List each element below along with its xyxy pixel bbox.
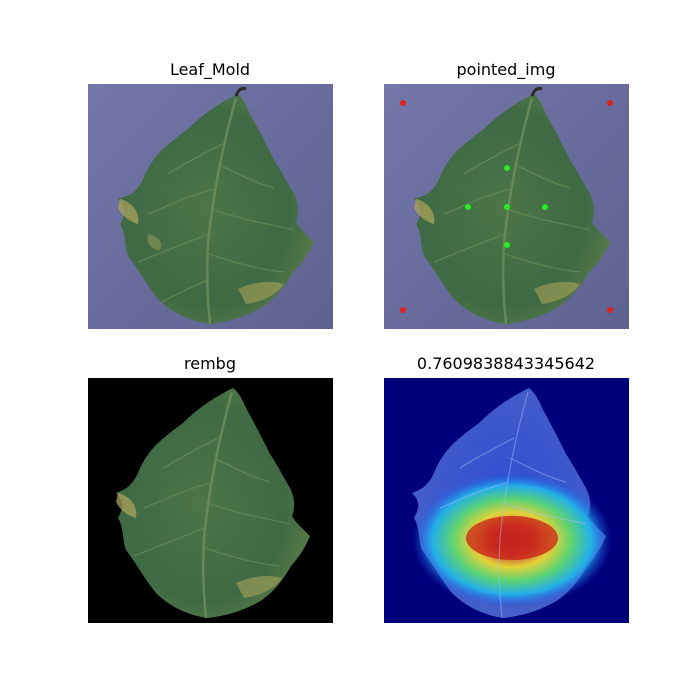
- leaf-veins: [133, 437, 291, 567]
- original-leaf-image: [88, 84, 333, 329]
- pointed-leaf-image: [384, 84, 629, 329]
- corner-marker-bottom-left: [400, 307, 406, 313]
- corner-marker-top-left: [400, 100, 406, 106]
- original-leaf-svg: [88, 84, 333, 329]
- leaf-yellow-patch: [414, 199, 435, 224]
- pointed-leaf-svg: [384, 84, 629, 329]
- leaf-shape: [116, 388, 310, 618]
- leaf-yellow-patch: [116, 493, 137, 518]
- leaf-yellow-patch: [236, 575, 282, 598]
- leaf-veins: [433, 143, 591, 273]
- leaf-stem: [234, 86, 247, 97]
- leaf-yellow-patch: [534, 281, 580, 304]
- rembg-leaf-image: [88, 378, 333, 623]
- leaf-marker-top: [504, 165, 510, 171]
- leaf-marker-left: [465, 204, 471, 210]
- activation-region-core: [466, 516, 558, 560]
- leaf-shape: [414, 94, 610, 324]
- panel-title-original: Leaf_Mold: [169, 60, 251, 79]
- heatmap-svg: [384, 378, 629, 623]
- leaf-stem: [530, 86, 543, 97]
- rembg-leaf-svg: [88, 378, 333, 623]
- heatmap-overlay-image: [384, 378, 629, 623]
- leaf-midrib: [205, 97, 238, 325]
- corner-marker-top-right: [607, 100, 613, 106]
- leaf-veins-overlay: [439, 391, 587, 619]
- leaf-yellow-patch: [147, 234, 162, 250]
- corner-marker-bottom-right: [607, 307, 613, 313]
- leaf-marker-center: [504, 204, 510, 210]
- panel-title-heatmap: 0.7609838843345642: [416, 354, 596, 373]
- leaf-marker-bottom: [504, 242, 510, 248]
- leaf-veins: [137, 143, 295, 303]
- panel-title-pointed: pointed_img: [456, 60, 556, 79]
- leaf-midrib: [201, 391, 234, 619]
- leaf-marker-right: [542, 204, 548, 210]
- leaf-yellow-patch: [238, 281, 284, 304]
- leaf-shape: [118, 94, 314, 324]
- panel-title-rembg: rembg: [184, 354, 236, 373]
- leaf-midrib: [501, 97, 534, 325]
- leaf-yellow-patch: [118, 199, 139, 224]
